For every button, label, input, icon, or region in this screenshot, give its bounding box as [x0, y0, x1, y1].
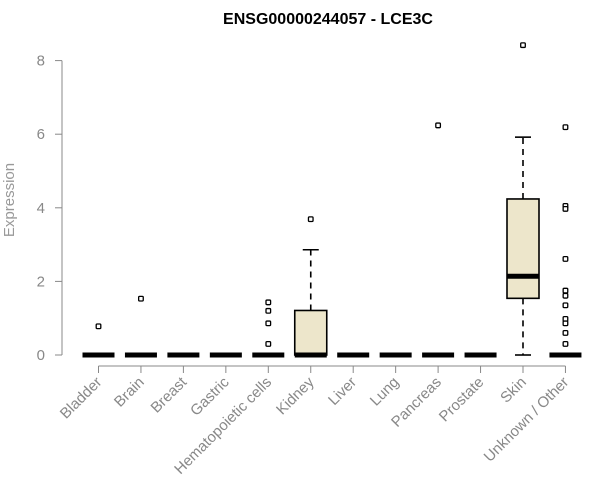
outlier-point: [562, 302, 569, 309]
outlier-point: [307, 216, 314, 223]
y-tick-label: 4: [37, 200, 45, 217]
outlier-point: [265, 299, 272, 306]
outlier-point: [265, 307, 272, 314]
x-tick-label: Lung: [367, 374, 403, 410]
box-body: [293, 309, 328, 356]
y-tick-label: 2: [37, 273, 45, 290]
outlier-point: [562, 205, 569, 212]
outlier-point: [265, 320, 272, 327]
x-tick-label: Liver: [325, 374, 360, 409]
outlier-point: [562, 256, 569, 262]
outlier-point: [435, 122, 442, 129]
box-pancreas: [422, 122, 455, 358]
y-tick-label: 6: [37, 126, 45, 143]
outlier-point: [562, 320, 569, 327]
outlier-point: [520, 42, 526, 49]
outlier-point: [137, 295, 144, 302]
box-brain: [124, 295, 157, 358]
y-tick-label: 8: [37, 53, 45, 70]
x-tick-label: Skin: [497, 374, 530, 407]
chart-title: ENSG00000244057 - LCE3C: [223, 11, 433, 28]
y-axis: 0 2 4 6 8: [37, 53, 63, 364]
outlier-point: [562, 329, 569, 336]
box-unknown-other: [549, 124, 582, 358]
x-tick-label: Kidney: [273, 373, 318, 418]
y-axis-label: Expression: [1, 163, 18, 237]
outlier-point: [562, 287, 569, 294]
box-body: [506, 198, 540, 300]
y-tick-label: 0: [37, 347, 45, 364]
box-kidney: [293, 216, 328, 358]
box-hematopoietic-cells: [252, 299, 285, 358]
outlier-point: [562, 124, 569, 131]
outlier-point: [265, 341, 272, 347]
x-tick-label: Breast: [148, 373, 191, 416]
outlier-point: [95, 323, 102, 330]
x-tick-label: Prostate: [436, 374, 488, 426]
box-skin: [506, 42, 540, 356]
box-series: [82, 42, 582, 358]
outlier-point: [562, 341, 569, 347]
x-tick-label: Bladder: [57, 374, 106, 423]
box-bladder: [82, 323, 115, 358]
outlier-point: [562, 292, 569, 299]
x-tick-label: Brain: [111, 374, 148, 411]
